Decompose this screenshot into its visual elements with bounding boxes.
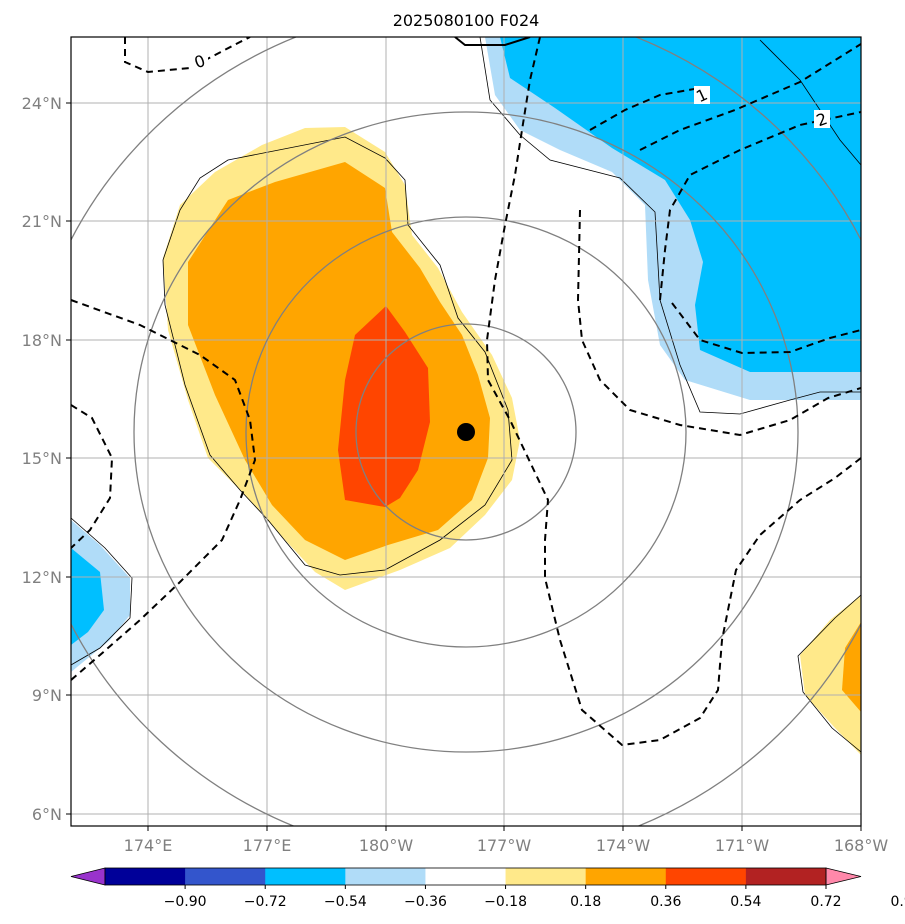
colorbar-segment <box>105 868 186 885</box>
map-title: 2025080100 F024 <box>393 11 540 30</box>
y-tick-label: 9°N <box>32 686 62 705</box>
y-tick-labels: 24°N 21°N 18°N 15°N 12°N 9°N 6°N <box>22 94 62 824</box>
colorbar-tick-label: 0.36 <box>650 894 681 910</box>
y-tick-label: 21°N <box>22 212 62 231</box>
colorbar-tick-label: −0.36 <box>404 894 447 910</box>
colorbar-segment <box>585 868 667 885</box>
x-tick-label: 171°W <box>715 836 770 855</box>
colorbar-tick-label: 0.90 <box>891 894 905 910</box>
y-tick-label: 18°N <box>22 331 62 350</box>
plot-frame <box>70 36 862 827</box>
colorbar-tick-label: −0.54 <box>324 894 367 910</box>
x-tick-label: 177°W <box>477 836 532 855</box>
anomaly-fill-blue-ne <box>500 37 861 372</box>
colorbar-frame <box>104 867 827 886</box>
x-tick-label: 180°W <box>359 836 414 855</box>
y-tick-label: 24°N <box>22 94 62 113</box>
colorbar-segment <box>505 868 587 885</box>
colorbar-segment <box>265 868 346 885</box>
contour-label-bg-1 <box>694 86 710 104</box>
height-contours <box>71 37 861 826</box>
colorbar-tick-label: −0.72 <box>244 894 287 910</box>
colorbar-tick-label: −0.90 <box>164 894 207 910</box>
gridlines <box>71 37 861 826</box>
colorbar-segment <box>425 868 507 885</box>
x-tick-label: 177°E <box>243 836 292 855</box>
colorbar-segment <box>345 868 426 885</box>
colorbar-segment <box>745 868 827 885</box>
x-tick-label: 174°W <box>596 836 651 855</box>
anomaly-fill-orange-se <box>842 622 861 712</box>
y-tick-label: 6°N <box>32 805 62 824</box>
x-tick-label: 174°E <box>124 836 173 855</box>
x-tick-label: 168°W <box>834 836 889 855</box>
colorbar-tick-label: 0.18 <box>570 894 601 910</box>
axis-ticks <box>66 102 862 831</box>
map-plot-area: 0 1 2 <box>71 37 861 826</box>
colorbar: −0.90 −0.72 −0.54 −0.36 −0.18 0.18 0.36 0.54 0.7… <box>70 867 905 910</box>
dashed-contours <box>71 37 861 747</box>
x-tick-labels: 174°E 177°E 180°W 177°W 174°W 171°W 168°… <box>124 836 889 855</box>
colorbar-extend-low <box>70 867 106 886</box>
solid-contour <box>454 37 531 46</box>
colorbar-segment <box>185 868 266 885</box>
colorbar-tick-label: −0.18 <box>484 894 527 910</box>
contour-label-bg-0 <box>192 52 208 70</box>
storm-center-marker <box>457 423 475 441</box>
anomaly-fill-blue-w <box>71 548 104 645</box>
colorbar-extend-high <box>825 867 862 886</box>
colorbar-tick-label: 0.72 <box>810 894 841 910</box>
y-tick-label: 15°N <box>22 449 62 468</box>
y-tick-label: 12°N <box>22 568 62 587</box>
anomaly-fill-red-orange <box>338 306 430 507</box>
colorbar-tick-label: 0.54 <box>730 894 761 910</box>
colorbar-segment <box>665 868 747 885</box>
contour-label-bg-2 <box>814 110 830 128</box>
